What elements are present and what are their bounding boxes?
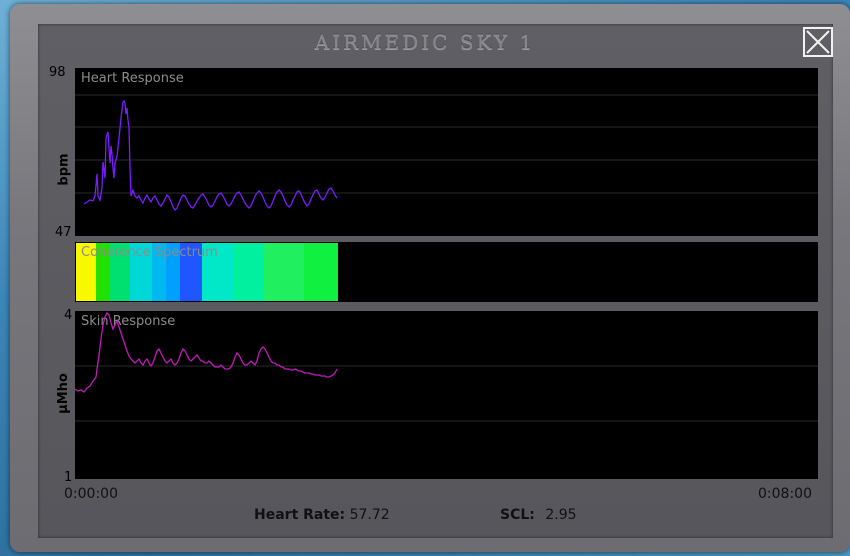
heart-rate-label: Heart Rate: (254, 507, 346, 523)
coherence-segment (96, 243, 110, 301)
heart-response-graph (75, 94, 818, 212)
coherence-segment (202, 243, 234, 301)
coherence-segment (180, 243, 202, 301)
coherence-segment (152, 243, 166, 301)
heart-y-max: 98 (49, 65, 66, 80)
skin-unit-label: µMho (55, 373, 71, 414)
skin-y-max: 4 (64, 308, 73, 323)
coherence-segment (110, 243, 130, 301)
heart-rate-value: 57.72 (349, 507, 390, 523)
coherence-segment (130, 243, 152, 301)
time-axis-end: 0:08:00 (758, 486, 812, 502)
skin-y-min: 1 (64, 470, 73, 485)
coherence-spectrum-panel: Coherence Spectrum (75, 242, 818, 302)
window-title: AIRMEDIC SKY 1 (314, 30, 536, 54)
scl-value: 2.95 (545, 507, 577, 523)
close-button[interactable] (803, 27, 833, 57)
heart-trace (83, 99, 338, 212)
heart-response-label: Heart Response (81, 71, 184, 86)
coherence-segment (76, 243, 96, 301)
coherence-segment (166, 243, 180, 301)
skin-response-graph (75, 311, 818, 422)
close-icon (806, 30, 830, 54)
coherence-segment (264, 243, 304, 301)
coherence-spectrum-bar (76, 243, 338, 301)
coherence-segment (234, 243, 264, 301)
heart-y-min: 47 (55, 225, 72, 240)
skin-trace (75, 311, 338, 393)
scl-readout: SCL: 2.95 (500, 507, 577, 523)
heart-unit-label: bpm (56, 153, 72, 186)
heart-rate-readout: Heart Rate: 57.72 (254, 507, 390, 523)
skin-response-panel: Skin Response (75, 311, 818, 479)
time-axis-start: 0:00:00 (64, 486, 118, 502)
coherence-segment (304, 243, 338, 301)
coherence-spectrum-label: Coherence Spectrum (81, 245, 218, 260)
scl-label: SCL: (500, 507, 535, 523)
heart-response-panel: Heart Response (75, 68, 818, 236)
